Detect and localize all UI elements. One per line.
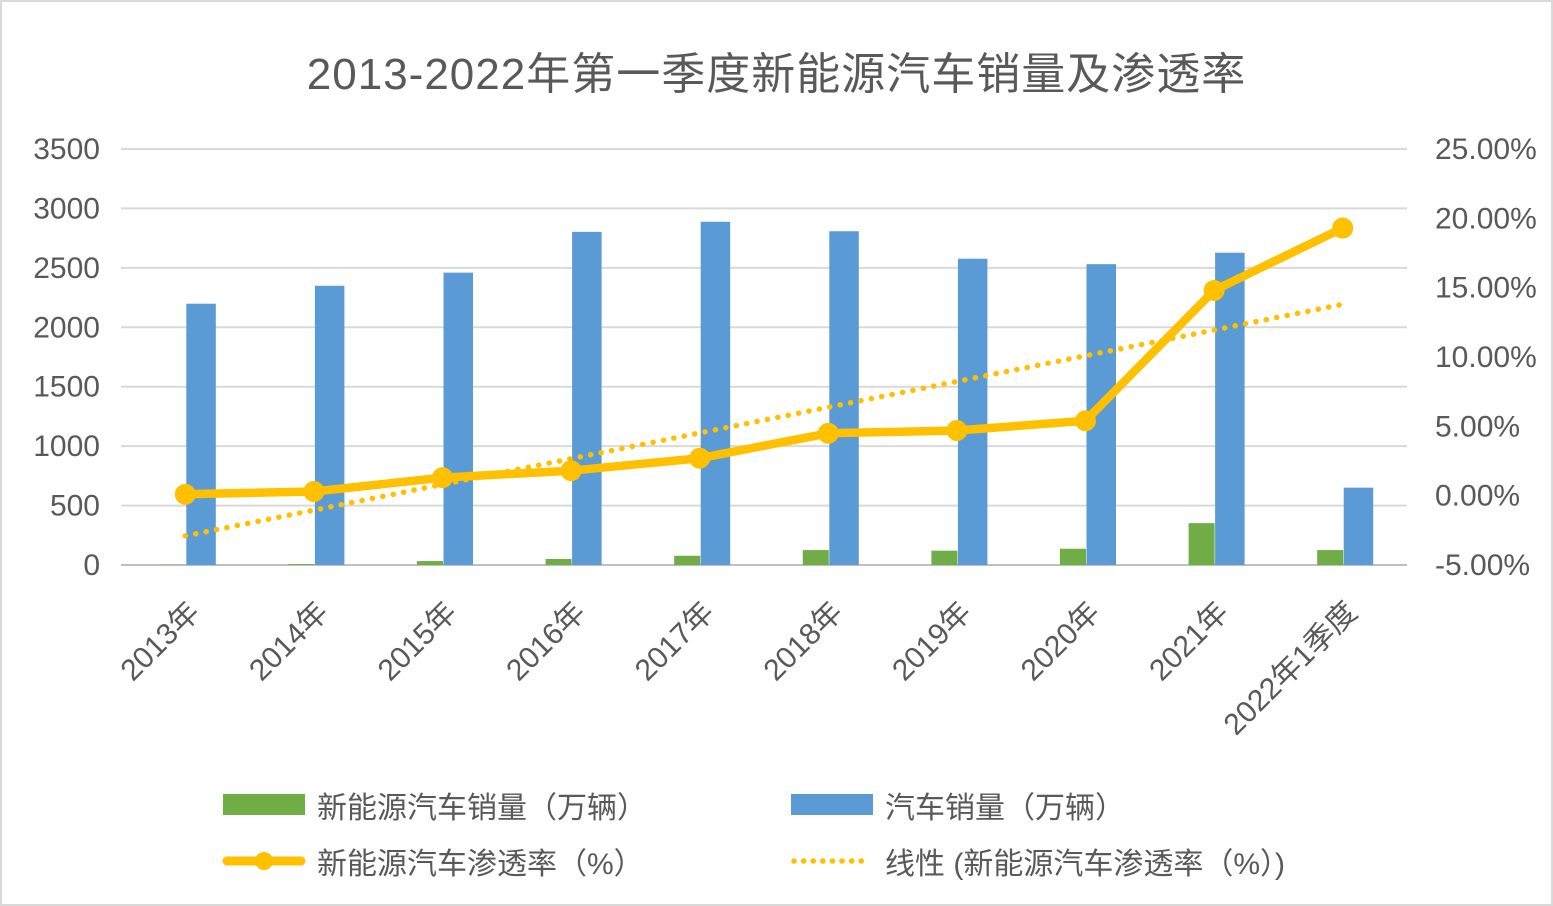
bar-auto-sales-2021年 (1215, 252, 1245, 565)
gridlines (121, 148, 1407, 566)
marker-2021年 (1203, 279, 1225, 301)
x-axis-label-2022年1季度: 2022年1季度 (1218, 596, 1364, 742)
right-axis-labels: -5.00% 0.00% 5.00% 10.00% 15.00% 20.00% 25.00% (1435, 133, 1537, 582)
series-auto-sales (186, 221, 1374, 566)
bar-auto-sales-2019年 (957, 258, 988, 565)
right-axis-label: -5.00% (1435, 549, 1530, 582)
legend-label-penetration: 新能源汽车渗透率（%） (317, 848, 644, 881)
left-axis-label: 3000 (33, 192, 100, 225)
marker-2015年 (432, 467, 453, 489)
legend-label-auto-sales: 汽车销量（万辆） (885, 792, 1125, 825)
bar-nev-sales-2015年 (417, 561, 443, 565)
bar-nev-sales-2017年 (674, 555, 701, 565)
legend-item-auto-sales: 汽车销量（万辆） (790, 788, 1125, 825)
legend-item-trendline: 线性 (新能源汽车渗透率（%）) (790, 844, 1285, 881)
trendline (182, 301, 1346, 539)
legend-swatch-rect (791, 794, 873, 815)
right-axis-label: 5.00% (1435, 410, 1520, 443)
x-axis-label-2018年: 2018年 (758, 596, 850, 688)
marker-2019年 (946, 419, 968, 441)
bar-auto-sales-2022年1季度 (1343, 487, 1374, 565)
left-axis-label: 1500 (33, 371, 100, 404)
left-axis-label: 0 (83, 549, 100, 582)
legend-swatch-rect (223, 794, 305, 815)
right-axis-label: 0.00% (1435, 480, 1520, 513)
legend-swatch-marker (255, 852, 273, 870)
legend-swatch-trendline (791, 858, 873, 864)
x-axis-label-2017年: 2017年 (629, 596, 721, 688)
legend-swatch-auto-sales (791, 794, 873, 815)
bar-nev-sales-2022年1季度 (1317, 550, 1344, 565)
x-axis-label-2016年: 2016年 (500, 596, 592, 688)
marker-2013年 (174, 483, 196, 505)
series-nev-sales (159, 523, 1344, 565)
marker-2022年1季度 (1332, 217, 1354, 239)
x-axis-label-2020年: 2020年 (1015, 596, 1107, 688)
bar-nev-sales-2014年 (288, 564, 315, 565)
chart-title: 2013-2022年第一季度新能源汽车销量及渗透率 (306, 50, 1247, 99)
x-axis-label-2019年: 2019年 (886, 596, 978, 688)
marker-2018年 (817, 422, 839, 444)
penetration-markers (174, 217, 1354, 505)
legend-label-nev-sales: 新能源汽车销量（万辆） (317, 792, 647, 825)
legend-item-nev-sales: 新能源汽车销量（万辆） (222, 788, 647, 825)
bar-nev-sales-2020年 (1060, 548, 1086, 565)
bar-nev-sales-2021年 (1188, 523, 1215, 565)
left-axis-label: 3500 (33, 133, 100, 166)
marker-2020年 (1075, 410, 1096, 432)
x-axis-label-2015年: 2015年 (372, 596, 464, 688)
left-axis-label: 500 (50, 490, 100, 523)
bar-nev-sales-2019年 (931, 550, 958, 565)
left-axis-label: 2500 (33, 252, 100, 285)
x-axis-labels: 2013年 2014年 2015年 2016年 2017年 2018年 2019年 2020年… (115, 596, 1364, 742)
x-axis-label-2021年: 2021年 (1143, 596, 1235, 688)
legend-label-trendline: 线性 (新能源汽车渗透率（%）) (885, 848, 1285, 881)
x-axis-label-2014年: 2014年 (243, 596, 335, 688)
legend-swatch-nev-sales (223, 794, 305, 815)
marker-2016年 (560, 460, 582, 482)
bar-auto-sales-2017年 (700, 221, 731, 566)
plot-area: 0 500 1000 1500 2000 2500 3000 3500 -5.00% 0.00% 5… (33, 133, 1537, 742)
penetration-line (181, 223, 1347, 499)
x-axis-label-2013年: 2013年 (115, 596, 207, 688)
legend-item-penetration: 新能源汽车渗透率（%） (222, 844, 644, 881)
left-axis-label: 2000 (33, 311, 100, 344)
right-axis-label: 25.00% (1435, 133, 1537, 166)
right-axis-label: 15.00% (1435, 272, 1537, 305)
marker-2017年 (689, 447, 711, 469)
bar-auto-sales-2014年 (314, 285, 345, 565)
bar-auto-sales-2016年 (572, 231, 602, 566)
bar-auto-sales-2018年 (829, 231, 859, 566)
right-axis-label: 10.00% (1435, 341, 1537, 374)
bar-auto-sales-2015年 (443, 272, 473, 565)
legend-swatch-penetration (222, 852, 306, 870)
right-axis-label: 20.00% (1435, 202, 1537, 235)
left-axis-labels: 0 500 1000 1500 2000 2500 3000 3500 (33, 133, 100, 582)
bar-nev-sales-2018年 (802, 550, 829, 565)
marker-2014年 (303, 481, 325, 503)
bar-auto-sales-2013年 (186, 303, 216, 565)
left-axis-label: 1000 (33, 430, 100, 463)
bar-nev-sales-2016年 (545, 558, 572, 565)
